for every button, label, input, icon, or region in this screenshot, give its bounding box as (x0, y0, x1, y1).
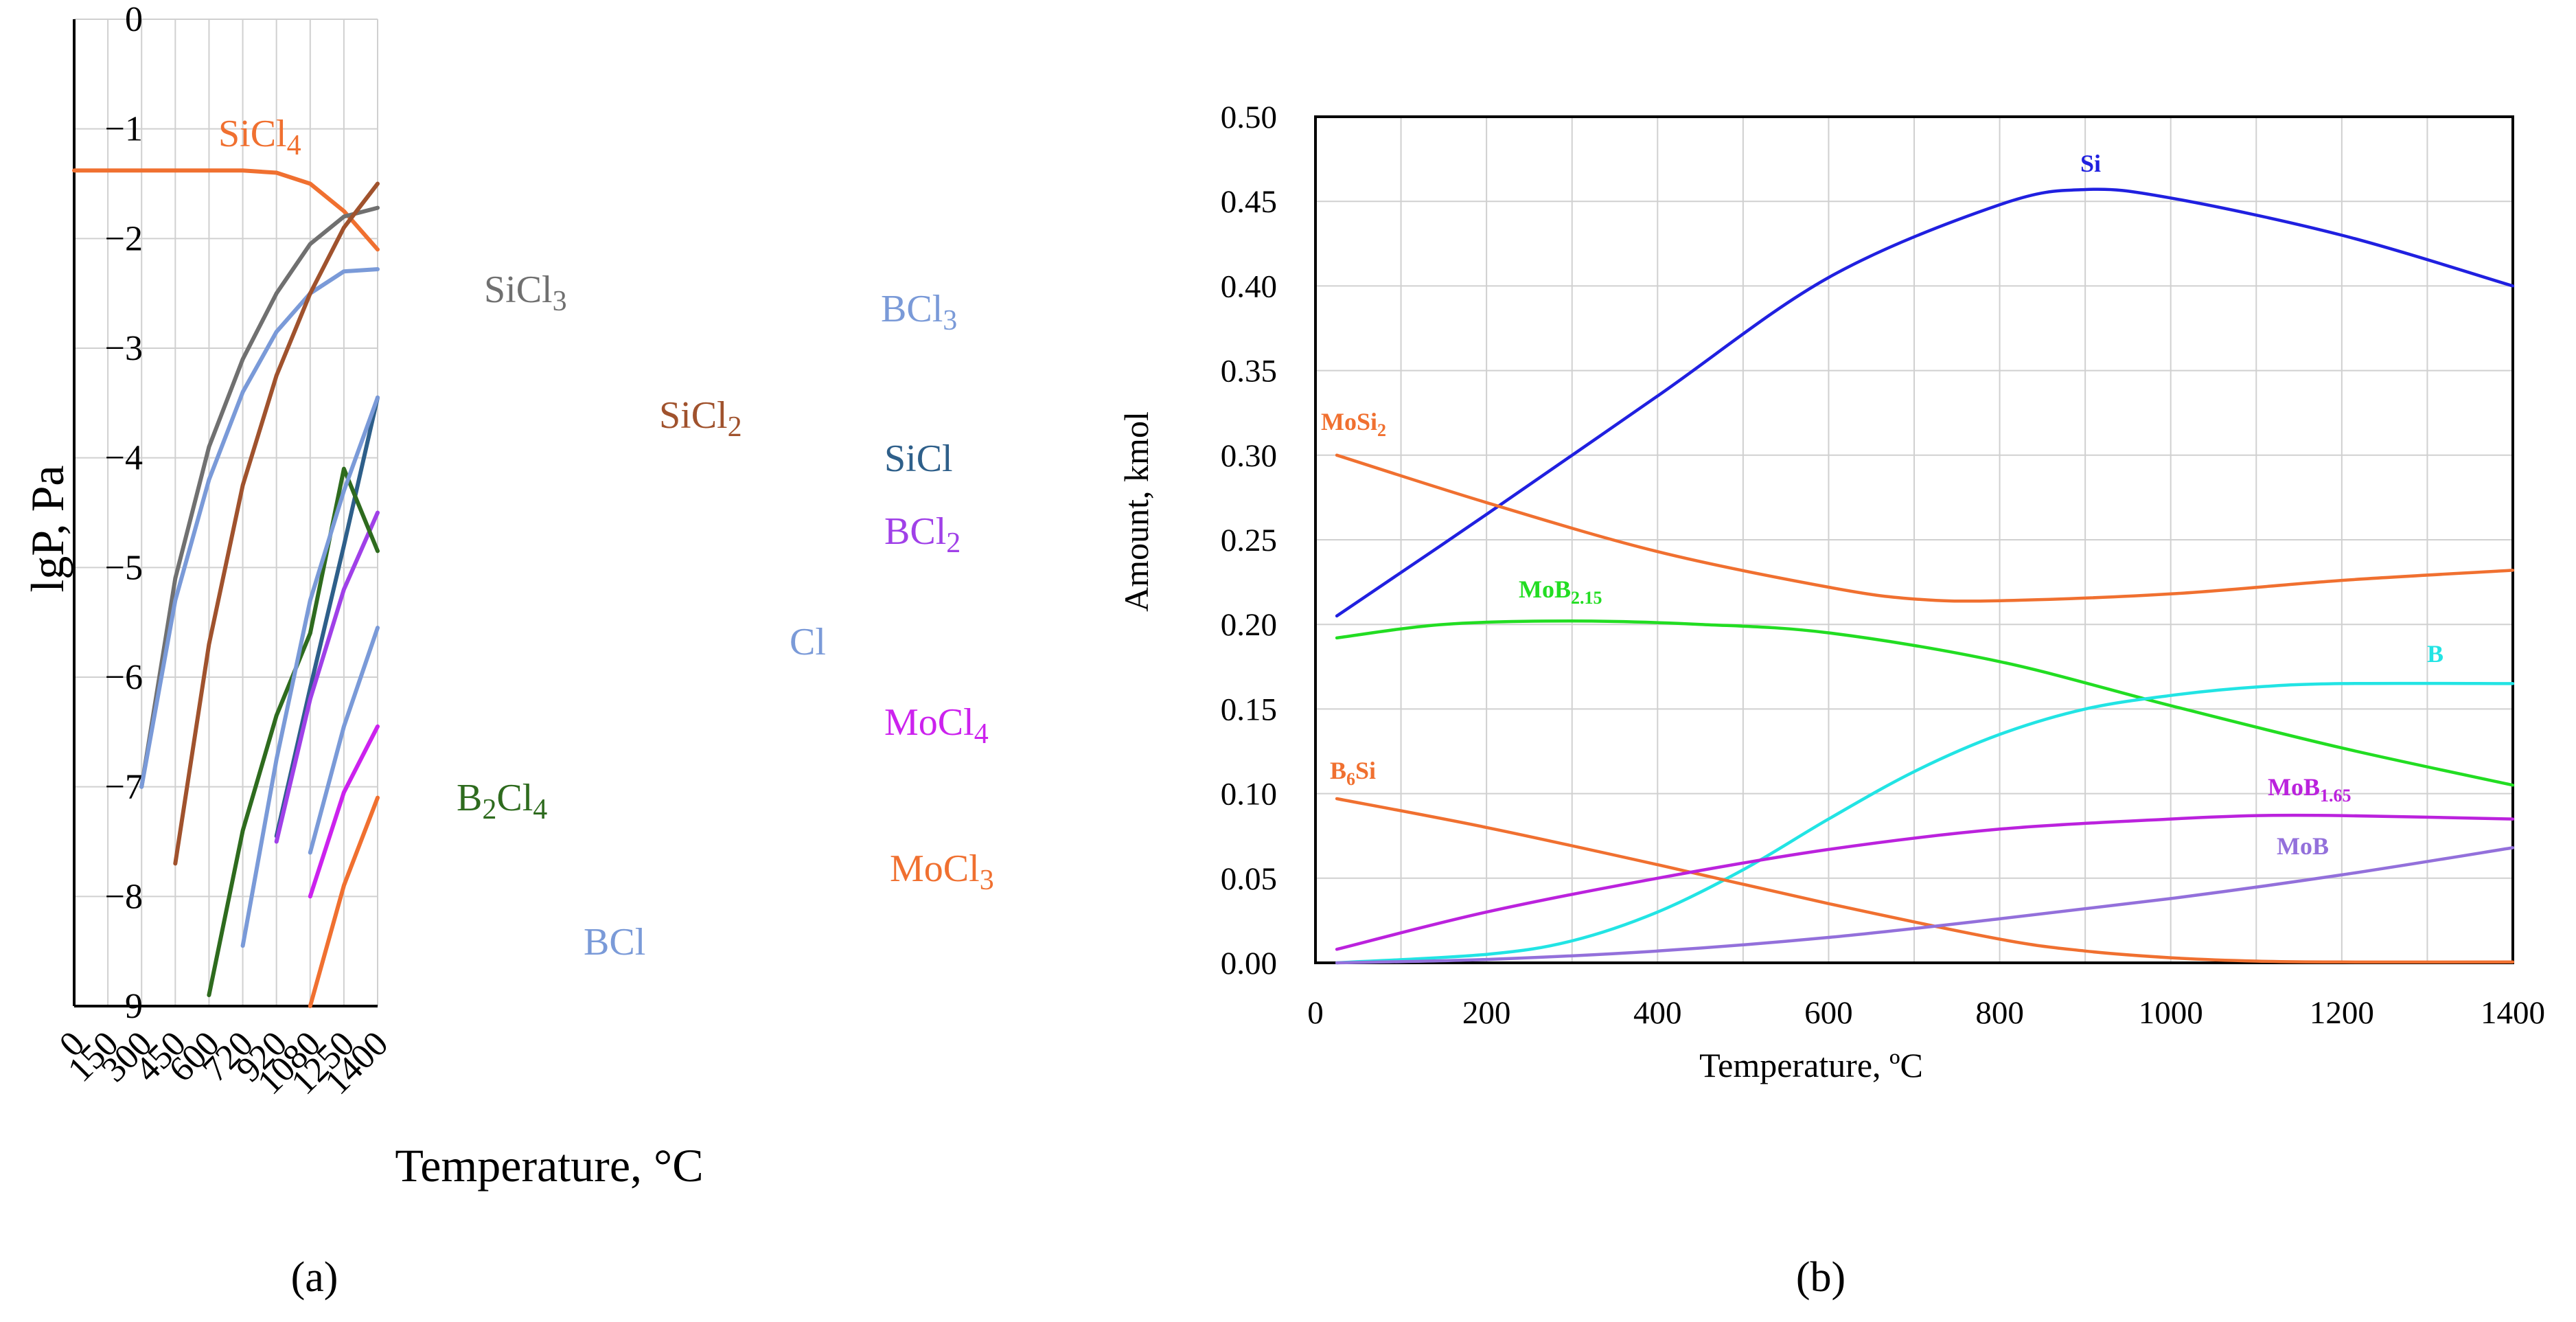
chart-b-y-tick-8: 0.40 (1221, 269, 1277, 304)
chart-b-x-axis-title: Temperature, ºC (1699, 1046, 1923, 1084)
chart-b-series-b6si (1335, 797, 2515, 964)
chart-b-y-tick-0: 0.00 (1221, 946, 1277, 981)
chart-b-y-tick-1: 0.05 (1221, 861, 1277, 897)
chart-a-x-axis-title: Temperature, °C (395, 1139, 703, 1192)
chart-b-y-tick-3: 0.15 (1221, 692, 1277, 727)
chart-a-series-mocl4 (308, 724, 380, 899)
chart-b-x-tick-0: 0 (1307, 995, 1324, 1031)
chart-b-grid (1315, 116, 2514, 964)
chart-b-y-ticks: 0.00 0.05 0.10 0.15 0.20 0.25 0.30 0.35 0.40 0.45… (1221, 100, 1277, 981)
chart-b-y-tick-9: 0.45 (1221, 184, 1277, 220)
chart-a-y-tick-9: −9 (105, 987, 143, 1026)
chart-b-y-tick-10: 0.50 (1221, 100, 1277, 135)
chart-a-series-b2cl4 (207, 466, 380, 997)
chart-b-series-b (1335, 681, 2515, 965)
chart-a-label-mocl4: MoCl4 (884, 701, 989, 750)
chart-a-label-bcl3: BCl3 (881, 288, 957, 337)
chart-a-series-bcl3 (139, 267, 380, 789)
chart-a-label-cl: Cl (790, 621, 826, 663)
chart-b-label-mob1-65: MoB1.65 (2268, 773, 2351, 806)
chart-b-y-tick-7: 0.35 (1221, 354, 1277, 389)
chart-a-series-cl (308, 626, 380, 855)
chart-b-x-tick-3: 600 (1804, 995, 1853, 1031)
chart-b-label-b6si: B6Si (1330, 757, 1376, 789)
chart-b-series-si (1335, 187, 2515, 618)
chart-b-series-mob2-15 (1335, 619, 2515, 787)
chart-b-y-tick-6: 0.30 (1221, 438, 1277, 474)
chart-b-x-tick-2: 400 (1633, 995, 1682, 1031)
chart-b-x-tick-7: 1400 (2481, 995, 2545, 1031)
chart-b-series-mob1-65 (1335, 813, 2515, 951)
chart-a-y-tick-0: 0 (125, 0, 143, 39)
chart-a-y-axis-title: lgP, Pa (21, 465, 73, 592)
chart-b-series (1335, 187, 2515, 965)
chart-a-y-tick-4: −4 (105, 439, 143, 478)
chart-b-y-tick-2: 0.10 (1221, 777, 1277, 812)
chart-a-series-bcl2 (274, 510, 380, 844)
chart-b-label-si: Si (2080, 150, 2101, 177)
chart-b-x-tick-1: 200 (1462, 995, 1511, 1031)
chart-b-label-mosi2: MoSi2 (1321, 408, 1386, 440)
chart-a-series-mocl3 (308, 795, 380, 1008)
chart-a-label-sicl2: SiCl2 (659, 394, 742, 443)
chart-a-y-tick-7: −7 (105, 768, 143, 807)
chart-a-y-tick-1: −1 (105, 110, 143, 149)
chart-b-series-mob (1335, 846, 2515, 965)
chart-b-series-mosi2 (1335, 453, 2515, 603)
chart-a-y-ticks: 0 −1 −2 −3 −4 −5 −6 −7 −8 −9 (105, 0, 143, 1026)
chart-b-x-tick-5: 1000 (2139, 995, 2203, 1031)
chart-a-axes (73, 19, 378, 1007)
chart-a-y-tick-3: −3 (105, 329, 143, 368)
chart-b-axes (1314, 115, 2514, 964)
chart-a: 0 −1 −2 −3 −4 −5 −6 −7 −8 −9 01503004506007209201… (21, 0, 994, 1301)
chart-b-x-tick-6: 1200 (2310, 995, 2374, 1031)
panel-a-label: (a) (291, 1254, 338, 1301)
chart-a-y-tick-2: −2 (105, 219, 143, 258)
chart-b-y-tick-4: 0.20 (1221, 607, 1277, 643)
chart-a-label-bcl2: BCl2 (884, 510, 961, 559)
chart-b: 0.00 0.05 0.10 0.15 0.20 0.25 0.30 0.35 0.40 0.45… (1117, 100, 2545, 1301)
chart-b-y-axis-title: Amount, kmol (1117, 411, 1155, 612)
chart-b-x-tick-4: 800 (1975, 995, 2024, 1031)
chart-a-label-b2cl4: B2Cl4 (457, 777, 547, 825)
chart-a-series-labels: SiCl4 SiCl3 BCl3 SiCl2 SiCl BCl2 B2Cl4 BCl Cl MoC… (218, 113, 994, 964)
chart-a-series-sicl3 (139, 205, 380, 789)
chart-a-label-sicl: SiCl (884, 437, 953, 480)
panel-b-label: (b) (1796, 1254, 1845, 1301)
chart-a-grid (73, 19, 378, 1007)
chart-a-label-mocl3: MoCl3 (890, 847, 994, 896)
chart-a-y-tick-6: −6 (105, 658, 143, 697)
chart-a-label-sicl4: SiCl4 (218, 113, 301, 161)
chart-a-y-tick-8: −8 (105, 877, 143, 916)
chart-b-label-mob: MoB (2277, 832, 2329, 860)
chart-b-series-labels: Si MoSi2 MoB2.15 B B6Si MoB1.65 MoB (1321, 150, 2443, 860)
chart-b-label-mob2-15: MoB2.15 (1519, 575, 1602, 608)
chart-a-series-sicl4 (72, 168, 380, 252)
chart-b-plot-frame (1314, 115, 2514, 964)
chart-b-y-tick-5: 0.25 (1221, 523, 1277, 558)
chart-a-y-tick-5: −5 (105, 548, 143, 587)
chart-a-series-bcl (240, 395, 380, 948)
chart-b-x-ticks: 0 200 400 600 800 1000 1200 1400 (1307, 995, 2545, 1031)
chart-a-series-sicl2 (173, 181, 380, 866)
chart-a-label-bcl: BCl (584, 921, 645, 964)
chart-b-label-b: B (2427, 640, 2443, 668)
chart-a-series (72, 168, 380, 1008)
chart-a-label-sicl3: SiCl3 (484, 269, 567, 317)
